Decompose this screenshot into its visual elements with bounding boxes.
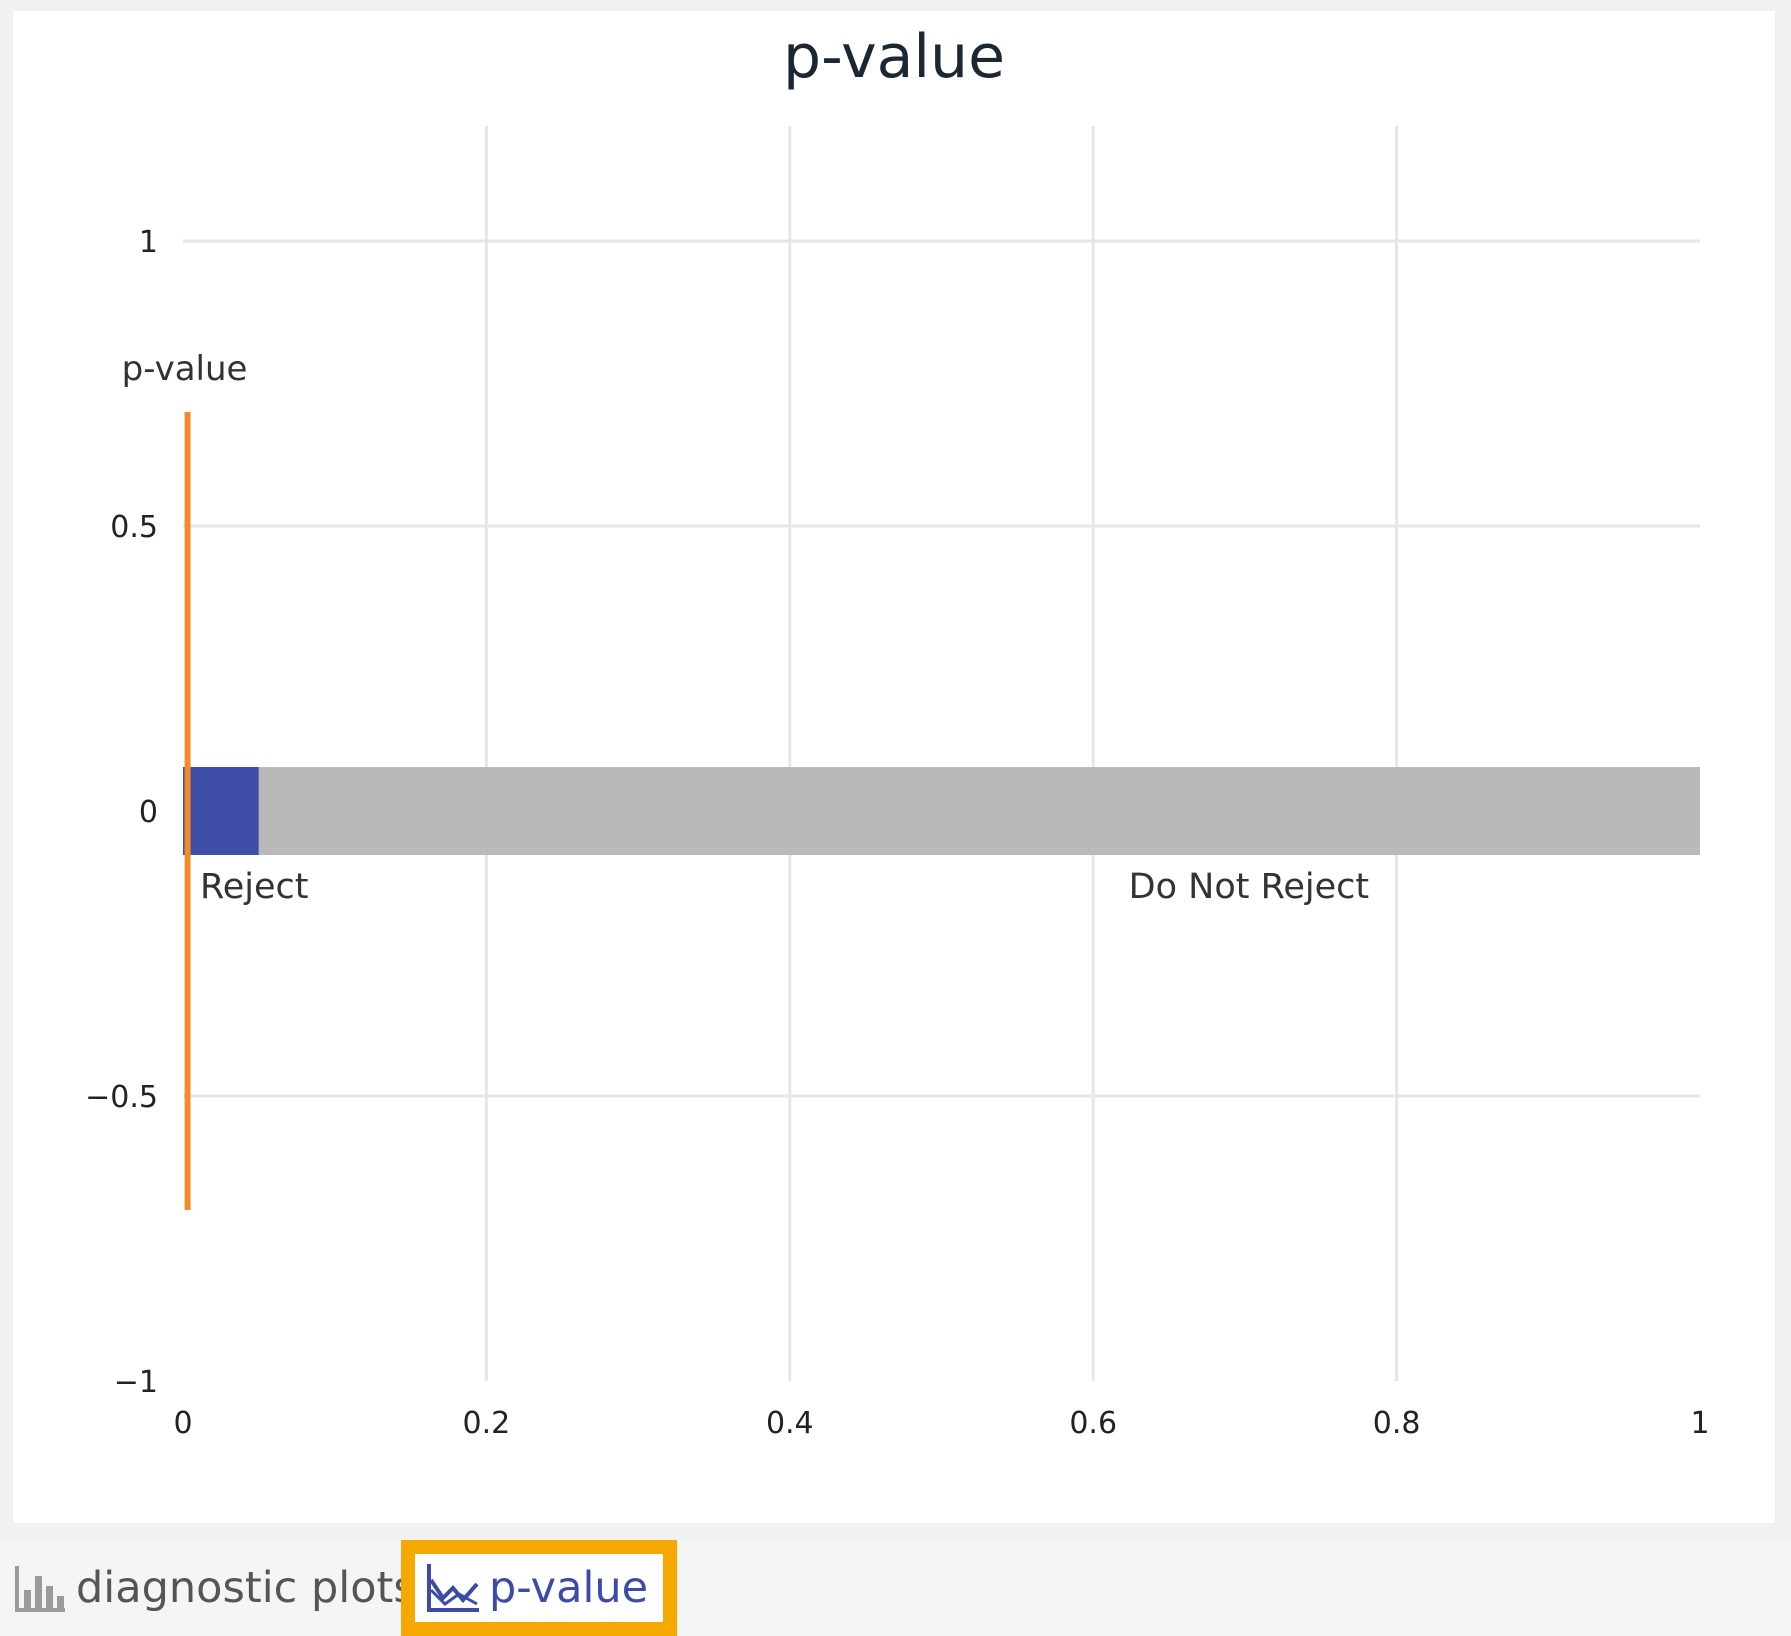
x-tick-label: 0.8 (1373, 1406, 1421, 1441)
tab-diagnostic-plots[interactable]: diagnostic plots (12, 1540, 416, 1636)
x-tick-label: 0 (173, 1406, 192, 1441)
y-tick-label: 0 (139, 795, 158, 830)
y-tick-label: 0.5 (110, 510, 158, 545)
tab-bar: diagnostic plots p-value (0, 1540, 1791, 1636)
line-chart-icon (427, 1564, 479, 1612)
tab-p-value[interactable]: p-value (401, 1540, 677, 1636)
p-value-chart: p-value 1 0.5 0 −0.5 −1 0 0.2 0.4 0.6 0.8 1 Reject Do… (85, 22, 1709, 1441)
bar-chart-icon (15, 1566, 65, 1612)
y-tick-label: 1 (139, 225, 158, 260)
chart-title: p-value (783, 22, 1005, 92)
x-tick-label: 0.6 (1069, 1406, 1117, 1441)
tab-p-value-label: p-value (489, 1563, 649, 1613)
reject-label: Reject (200, 867, 309, 907)
y-tick-label: −1 (114, 1365, 158, 1400)
chart-panel: p-value 1 0.5 0 −0.5 −1 0 0.2 0.4 0.6 0.8 1 Reject Do… (13, 11, 1775, 1523)
x-tick-label: 0.2 (463, 1406, 511, 1441)
x-tick-label: 0.4 (766, 1406, 814, 1441)
do-not-reject-label: Do Not Reject (1129, 867, 1369, 907)
do-not-reject-region-bar (258, 767, 1701, 855)
x-tick-label: 1 (1690, 1406, 1709, 1441)
p-value-marker-label: p-value (122, 349, 248, 389)
tab-diagnostic-plots-label: diagnostic plots (76, 1563, 416, 1613)
y-tick-label: −0.5 (85, 1080, 158, 1115)
reject-region-bar (183, 767, 259, 855)
